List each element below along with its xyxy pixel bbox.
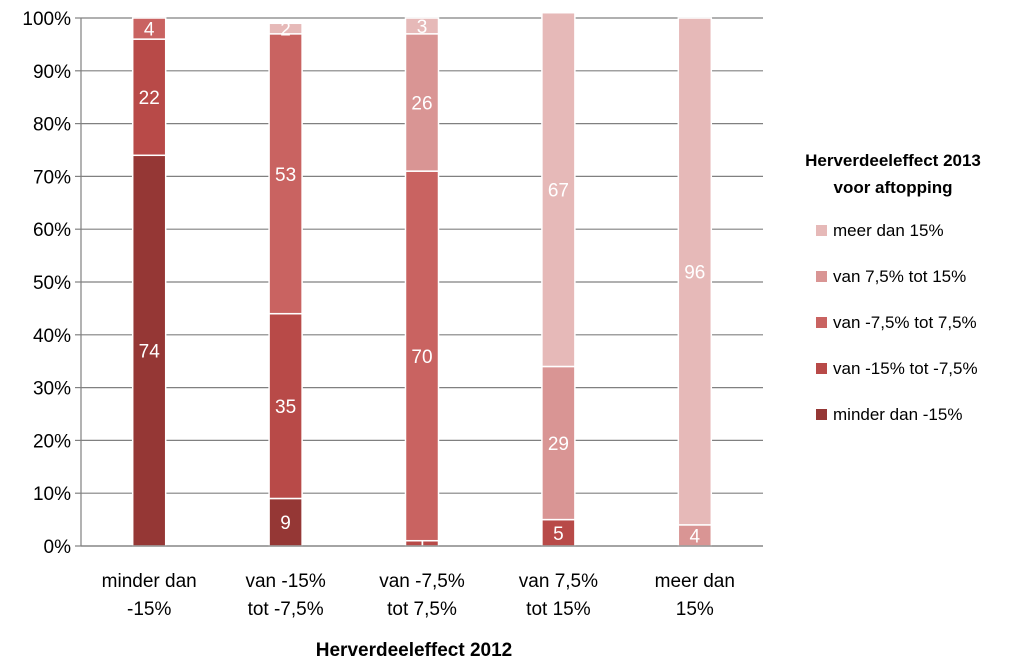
bar-segment bbox=[131, 154, 167, 547]
legend-label: van -15% tot -7,5% bbox=[833, 359, 978, 378]
bar-segment bbox=[131, 17, 167, 40]
x-tick-label: minder dan bbox=[102, 571, 197, 592]
data-label: 67 bbox=[548, 181, 569, 202]
legend-title: Herverdeeleffect 2013 bbox=[805, 151, 981, 170]
data-label: 1 bbox=[417, 534, 428, 555]
y-tick-label: 20% bbox=[33, 431, 71, 452]
x-tick-label: van 7,5% bbox=[519, 571, 598, 592]
bar-segment bbox=[268, 33, 303, 315]
y-tick-label: 100% bbox=[22, 9, 71, 30]
bar-segment bbox=[404, 17, 440, 35]
data-label: 22 bbox=[139, 88, 160, 109]
x-tick-label: tot 15% bbox=[526, 599, 591, 620]
legend: Herverdeeleffect 2013 voor aftopping meer … bbox=[805, 151, 981, 424]
y-tick-label: 50% bbox=[33, 273, 71, 294]
y-tick-label: 60% bbox=[33, 220, 71, 241]
legend-swatch bbox=[816, 271, 827, 282]
data-label: 26 bbox=[411, 93, 432, 114]
legend-label: meer dan 15% bbox=[833, 221, 944, 240]
bar-segment bbox=[131, 38, 167, 157]
y-tick-label: 0% bbox=[44, 537, 72, 558]
bar-segment bbox=[268, 312, 303, 500]
x-tick-label: van -7,5% bbox=[379, 571, 465, 592]
x-tick-label: meer dan bbox=[655, 571, 735, 592]
legend-label: van 7,5% tot 15% bbox=[833, 267, 966, 286]
data-label: 3 bbox=[417, 17, 428, 38]
legend-title: voor aftopping bbox=[834, 178, 953, 197]
bar-segment bbox=[541, 518, 576, 547]
data-label: 70 bbox=[411, 347, 432, 368]
legend-label: minder dan -15% bbox=[833, 405, 962, 424]
data-label: 4 bbox=[144, 20, 155, 41]
bar-segment bbox=[541, 11, 576, 368]
data-label: 2 bbox=[280, 20, 291, 41]
legend-label: van -7,5% tot 7,5% bbox=[833, 313, 977, 332]
data-label: 9 bbox=[280, 513, 291, 534]
bar-segment bbox=[404, 170, 440, 542]
bar-segment bbox=[404, 33, 440, 172]
data-label: 96 bbox=[684, 262, 705, 283]
x-tick-label: 15% bbox=[676, 599, 714, 620]
legend-swatch bbox=[816, 317, 827, 328]
x-tick-label: -15% bbox=[127, 599, 171, 620]
data-label: 5 bbox=[553, 524, 564, 545]
y-tick-label: 10% bbox=[33, 484, 71, 505]
bar-segment bbox=[268, 22, 303, 35]
legend-swatch bbox=[816, 363, 827, 374]
data-label: 53 bbox=[275, 165, 296, 186]
y-axis-ticks: 0% 10% 20% 30% 40% 50% 60% 70% 80% 90% 100% bbox=[22, 9, 71, 558]
legend-swatch bbox=[816, 409, 827, 420]
x-tick-label: tot -7,5% bbox=[248, 599, 324, 620]
data-label: 74 bbox=[139, 342, 161, 363]
y-tick-label: 40% bbox=[33, 326, 71, 347]
y-tick-label: 30% bbox=[33, 379, 71, 400]
data-label: 35 bbox=[275, 397, 296, 418]
y-tick-label: 70% bbox=[33, 167, 71, 188]
y-tick-label: 90% bbox=[33, 62, 71, 83]
bar-segment bbox=[677, 17, 713, 526]
legend-swatch bbox=[816, 225, 827, 236]
data-label: 29 bbox=[548, 434, 569, 455]
x-tick-label: tot 7,5% bbox=[387, 599, 457, 620]
data-label: 4 bbox=[690, 526, 701, 547]
x-axis-ticks: minder dan -15% van -15% tot -7,5% van -7,5%… bbox=[102, 571, 735, 620]
y-tick-label: 80% bbox=[33, 115, 71, 136]
x-axis-title: Herverdeeleffect 2012 bbox=[316, 640, 512, 661]
x-tick-label: van -15% bbox=[245, 571, 325, 592]
